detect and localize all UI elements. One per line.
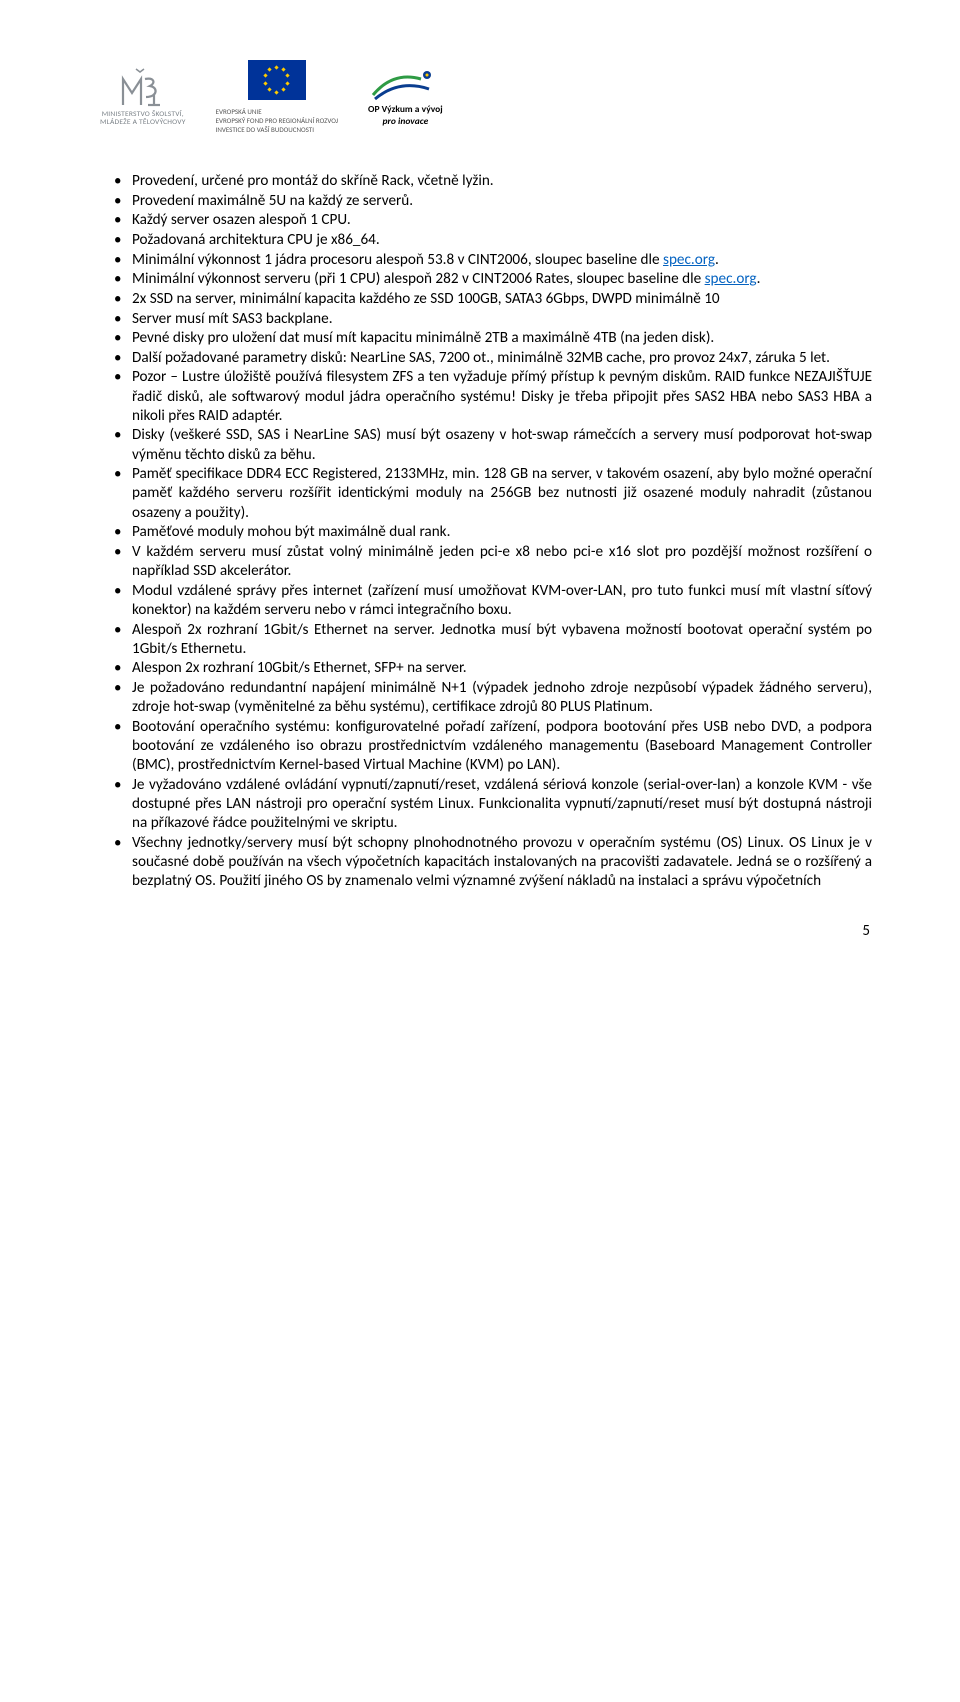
page-number: 5 (110, 922, 872, 940)
list-item: Je požadováno redundantní napájení minim… (110, 679, 872, 717)
list-item: Modul vzdálené správy přes internet (zař… (110, 582, 872, 620)
op-sublabel: pro inovace (382, 115, 428, 127)
document-page: MINISTERSTVO ŠKOLSTVÍ, MLÁDEŽE A TĚLOVÝC… (0, 0, 960, 980)
list-item: Všechny jednotky/servery musí být schopn… (110, 834, 872, 892)
eu-text: EVROPSKÁ UNIE EVROPSKÝ FOND PRO REGIONÁL… (216, 108, 338, 134)
list-item: Pozor – Lustre úložiště používá filesyst… (110, 368, 872, 426)
list-item: Alespoň 2x rozhraní 1Gbit/s Ethernet na … (110, 621, 872, 659)
header-logo-row: MINISTERSTVO ŠKOLSTVÍ, MLÁDEŽE A TĚLOVÝC… (100, 60, 872, 134)
spec-org-link[interactable]: spec.org (705, 270, 757, 288)
requirements-list: Provedení, určené pro montáž do skříně R… (110, 172, 872, 891)
eu-text-line3: INVESTICE DO VAŠÍ BUDOUCNOSTI (216, 125, 314, 134)
list-item: Disky (veškeré SSD, SAS i NearLine SAS) … (110, 426, 872, 464)
list-item: Každý server osazen alespoň 1 CPU. (110, 211, 872, 230)
msmt-logo: MINISTERSTVO ŠKOLSTVÍ, MLÁDEŽE A TĚLOVÝC… (100, 67, 186, 128)
msmt-logo-icon (118, 67, 168, 109)
eu-text-line1: EVROPSKÁ UNIE (216, 107, 262, 116)
op-logo: OP Výzkum a vývoj pro inovace (368, 67, 443, 127)
list-item: Provedení maximálně 5U na každý ze serve… (110, 192, 872, 211)
eu-flag-icon (248, 60, 306, 100)
eu-logo: EVROPSKÁ UNIE EVROPSKÝ FOND PRO REGIONÁL… (216, 60, 338, 134)
list-item: Server musí mít SAS3 backplane. (110, 310, 872, 329)
list-item: Paměťové moduly mohou být maximálně dual… (110, 523, 872, 542)
list-item: Pevné disky pro uložení dat musí mít kap… (110, 329, 872, 348)
list-item: Bootování operačního systému: konfigurov… (110, 718, 872, 776)
list-item: Paměť specifikace DDR4 ECC Registered, 2… (110, 465, 872, 523)
msmt-caption: MINISTERSTVO ŠKOLSTVÍ, MLÁDEŽE A TĚLOVÝC… (100, 111, 186, 128)
op-logo-icon (369, 67, 441, 103)
list-item: 2x SSD na server, minimální kapacita kaž… (110, 290, 872, 309)
msmt-caption-line2: MLÁDEŽE A TĚLOVÝCHOVY (100, 118, 186, 127)
list-item: Provedení, určené pro montáž do skříně R… (110, 172, 872, 191)
list-item: Požadovaná architektura CPU je x86_64. (110, 231, 872, 250)
eu-text-line2: EVROPSKÝ FOND PRO REGIONÁLNÍ ROZVOJ (216, 116, 338, 125)
list-item: Minimální výkonnost serveru (při 1 CPU) … (110, 270, 872, 289)
list-item: Minimální výkonnost 1 jádra procesoru al… (110, 251, 872, 270)
spec-org-link[interactable]: spec.org (663, 251, 715, 269)
list-item: Alespon 2x rozhraní 10Gbit/s Ethernet, S… (110, 659, 872, 678)
list-item: Další požadované parametry disků: NearLi… (110, 349, 872, 368)
list-item: Je vyžadováno vzdálené ovládání vypnutí/… (110, 776, 872, 834)
list-item: V každém serveru musí zůstat volný minim… (110, 543, 872, 581)
op-label: OP Výzkum a vývoj (368, 103, 443, 115)
